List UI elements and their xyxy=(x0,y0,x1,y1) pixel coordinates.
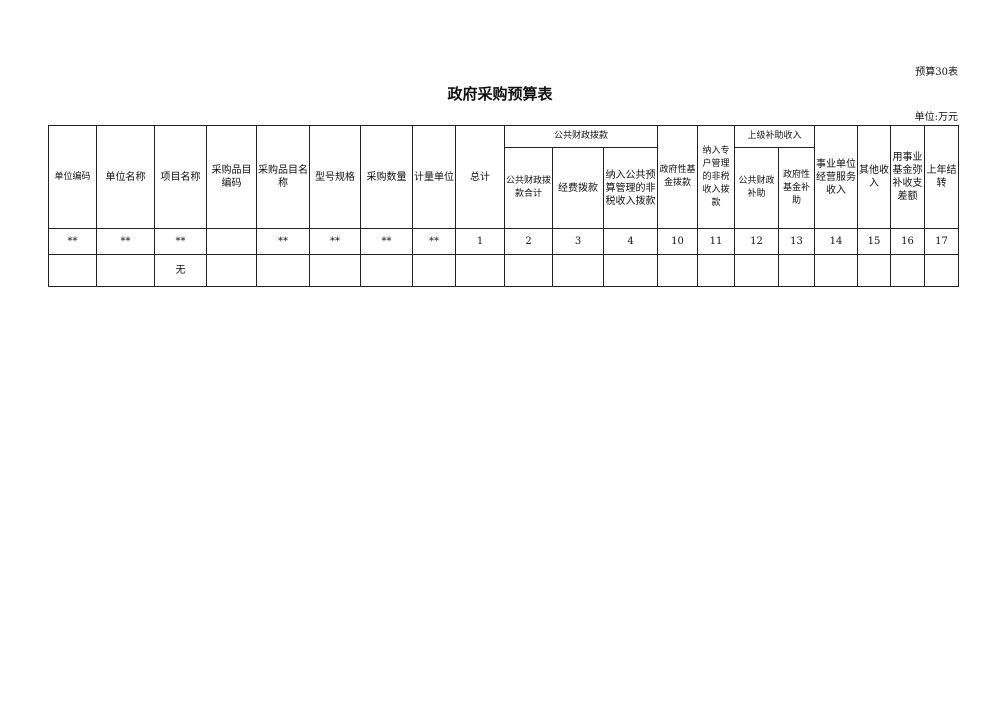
header-public-finance: 公共财政拨款 xyxy=(503,125,659,148)
header-total: 总计 xyxy=(455,125,505,229)
table-cell xyxy=(256,254,310,287)
header-quantity: 采购数量 xyxy=(360,125,413,229)
table-row: ** ** ** ** ** ** ** 1 2 3 4 10 11 12 13 14 15 16 17 xyxy=(48,228,960,255)
table-cell: 17 xyxy=(924,228,960,255)
table-cell xyxy=(734,254,780,287)
table-cell xyxy=(96,254,155,287)
header-measure-unit: 计量单位 xyxy=(412,125,456,229)
header-pf-nontax: 纳入公共预算管理的非税收入拨款 xyxy=(602,147,659,229)
table-cell: 16 xyxy=(890,228,926,255)
table-cell: 15 xyxy=(857,228,892,255)
table-cell: 2 xyxy=(504,228,553,255)
header-business: 事业单位经营服务收入 xyxy=(814,125,859,229)
table-cell xyxy=(48,254,97,287)
header-other: 其他收入 xyxy=(857,125,892,229)
table-row: 无 xyxy=(48,254,960,287)
header-special-nontax: 纳入专户管理的非税收入拨款 xyxy=(697,125,736,229)
table-cell: ** xyxy=(309,228,361,255)
page-title: 政府采购预算表 xyxy=(447,85,553,103)
table-cell: ** xyxy=(96,228,155,255)
table-cell: ** xyxy=(360,228,413,255)
header-model: 型号规格 xyxy=(309,125,361,229)
procurement-budget-table: 单位编码 单位名称 项目名称 采购品目编码 采购品目名称 型号规格 采购数量 计… xyxy=(48,125,960,287)
header-superior: 上级补助收入 xyxy=(734,125,816,148)
table-cell: 4 xyxy=(602,228,659,255)
table-cell xyxy=(206,228,257,255)
header-unit-code: 单位编码 xyxy=(48,125,97,229)
table-cell: ** xyxy=(154,228,207,255)
table-cell: 12 xyxy=(734,228,780,255)
table-cell xyxy=(814,254,859,287)
table-cell xyxy=(924,254,960,287)
table-cell: 无 xyxy=(154,254,207,287)
table-cell: ** xyxy=(256,228,310,255)
table-cell xyxy=(360,254,413,287)
table-cell: ** xyxy=(412,228,456,255)
table-cell xyxy=(890,254,926,287)
table-cell: 3 xyxy=(552,228,604,255)
table-cell xyxy=(602,254,659,287)
table-cell: 10 xyxy=(657,228,699,255)
table-cell: 1 xyxy=(455,228,505,255)
header-sup-public: 公共财政补助 xyxy=(734,147,780,229)
table-cell xyxy=(657,254,699,287)
header-project-name: 项目名称 xyxy=(154,125,207,229)
table-cell xyxy=(552,254,604,287)
header-fund-gap: 用事业基金弥补收支差额 xyxy=(890,125,926,229)
table-cell xyxy=(309,254,361,287)
header-sup-gov: 政府性基金补助 xyxy=(778,147,816,229)
table-cell xyxy=(778,254,816,287)
header-pf-funds: 经费拨款 xyxy=(552,147,604,229)
table-cell xyxy=(206,254,257,287)
header-unit-name: 单位名称 xyxy=(96,125,155,229)
table-cell: 14 xyxy=(814,228,859,255)
header-gov-fund: 政府性基金拨款 xyxy=(657,125,699,229)
form-number: 预算30表 xyxy=(915,67,958,78)
header-item-code: 采购品目编码 xyxy=(206,125,257,229)
header-item-name: 采购品目名称 xyxy=(256,125,310,229)
table-cell xyxy=(455,254,505,287)
table-cell: ** xyxy=(48,228,97,255)
table-cell: 13 xyxy=(778,228,816,255)
table-cell xyxy=(697,254,736,287)
header-carryover: 上年结转 xyxy=(924,125,960,229)
unit-label: 单位:万元 xyxy=(914,112,958,123)
table-cell xyxy=(412,254,456,287)
table-cell xyxy=(504,254,553,287)
table-cell: 11 xyxy=(697,228,736,255)
table-cell xyxy=(857,254,892,287)
header-pf-total: 公共财政拨款合计 xyxy=(504,147,553,229)
